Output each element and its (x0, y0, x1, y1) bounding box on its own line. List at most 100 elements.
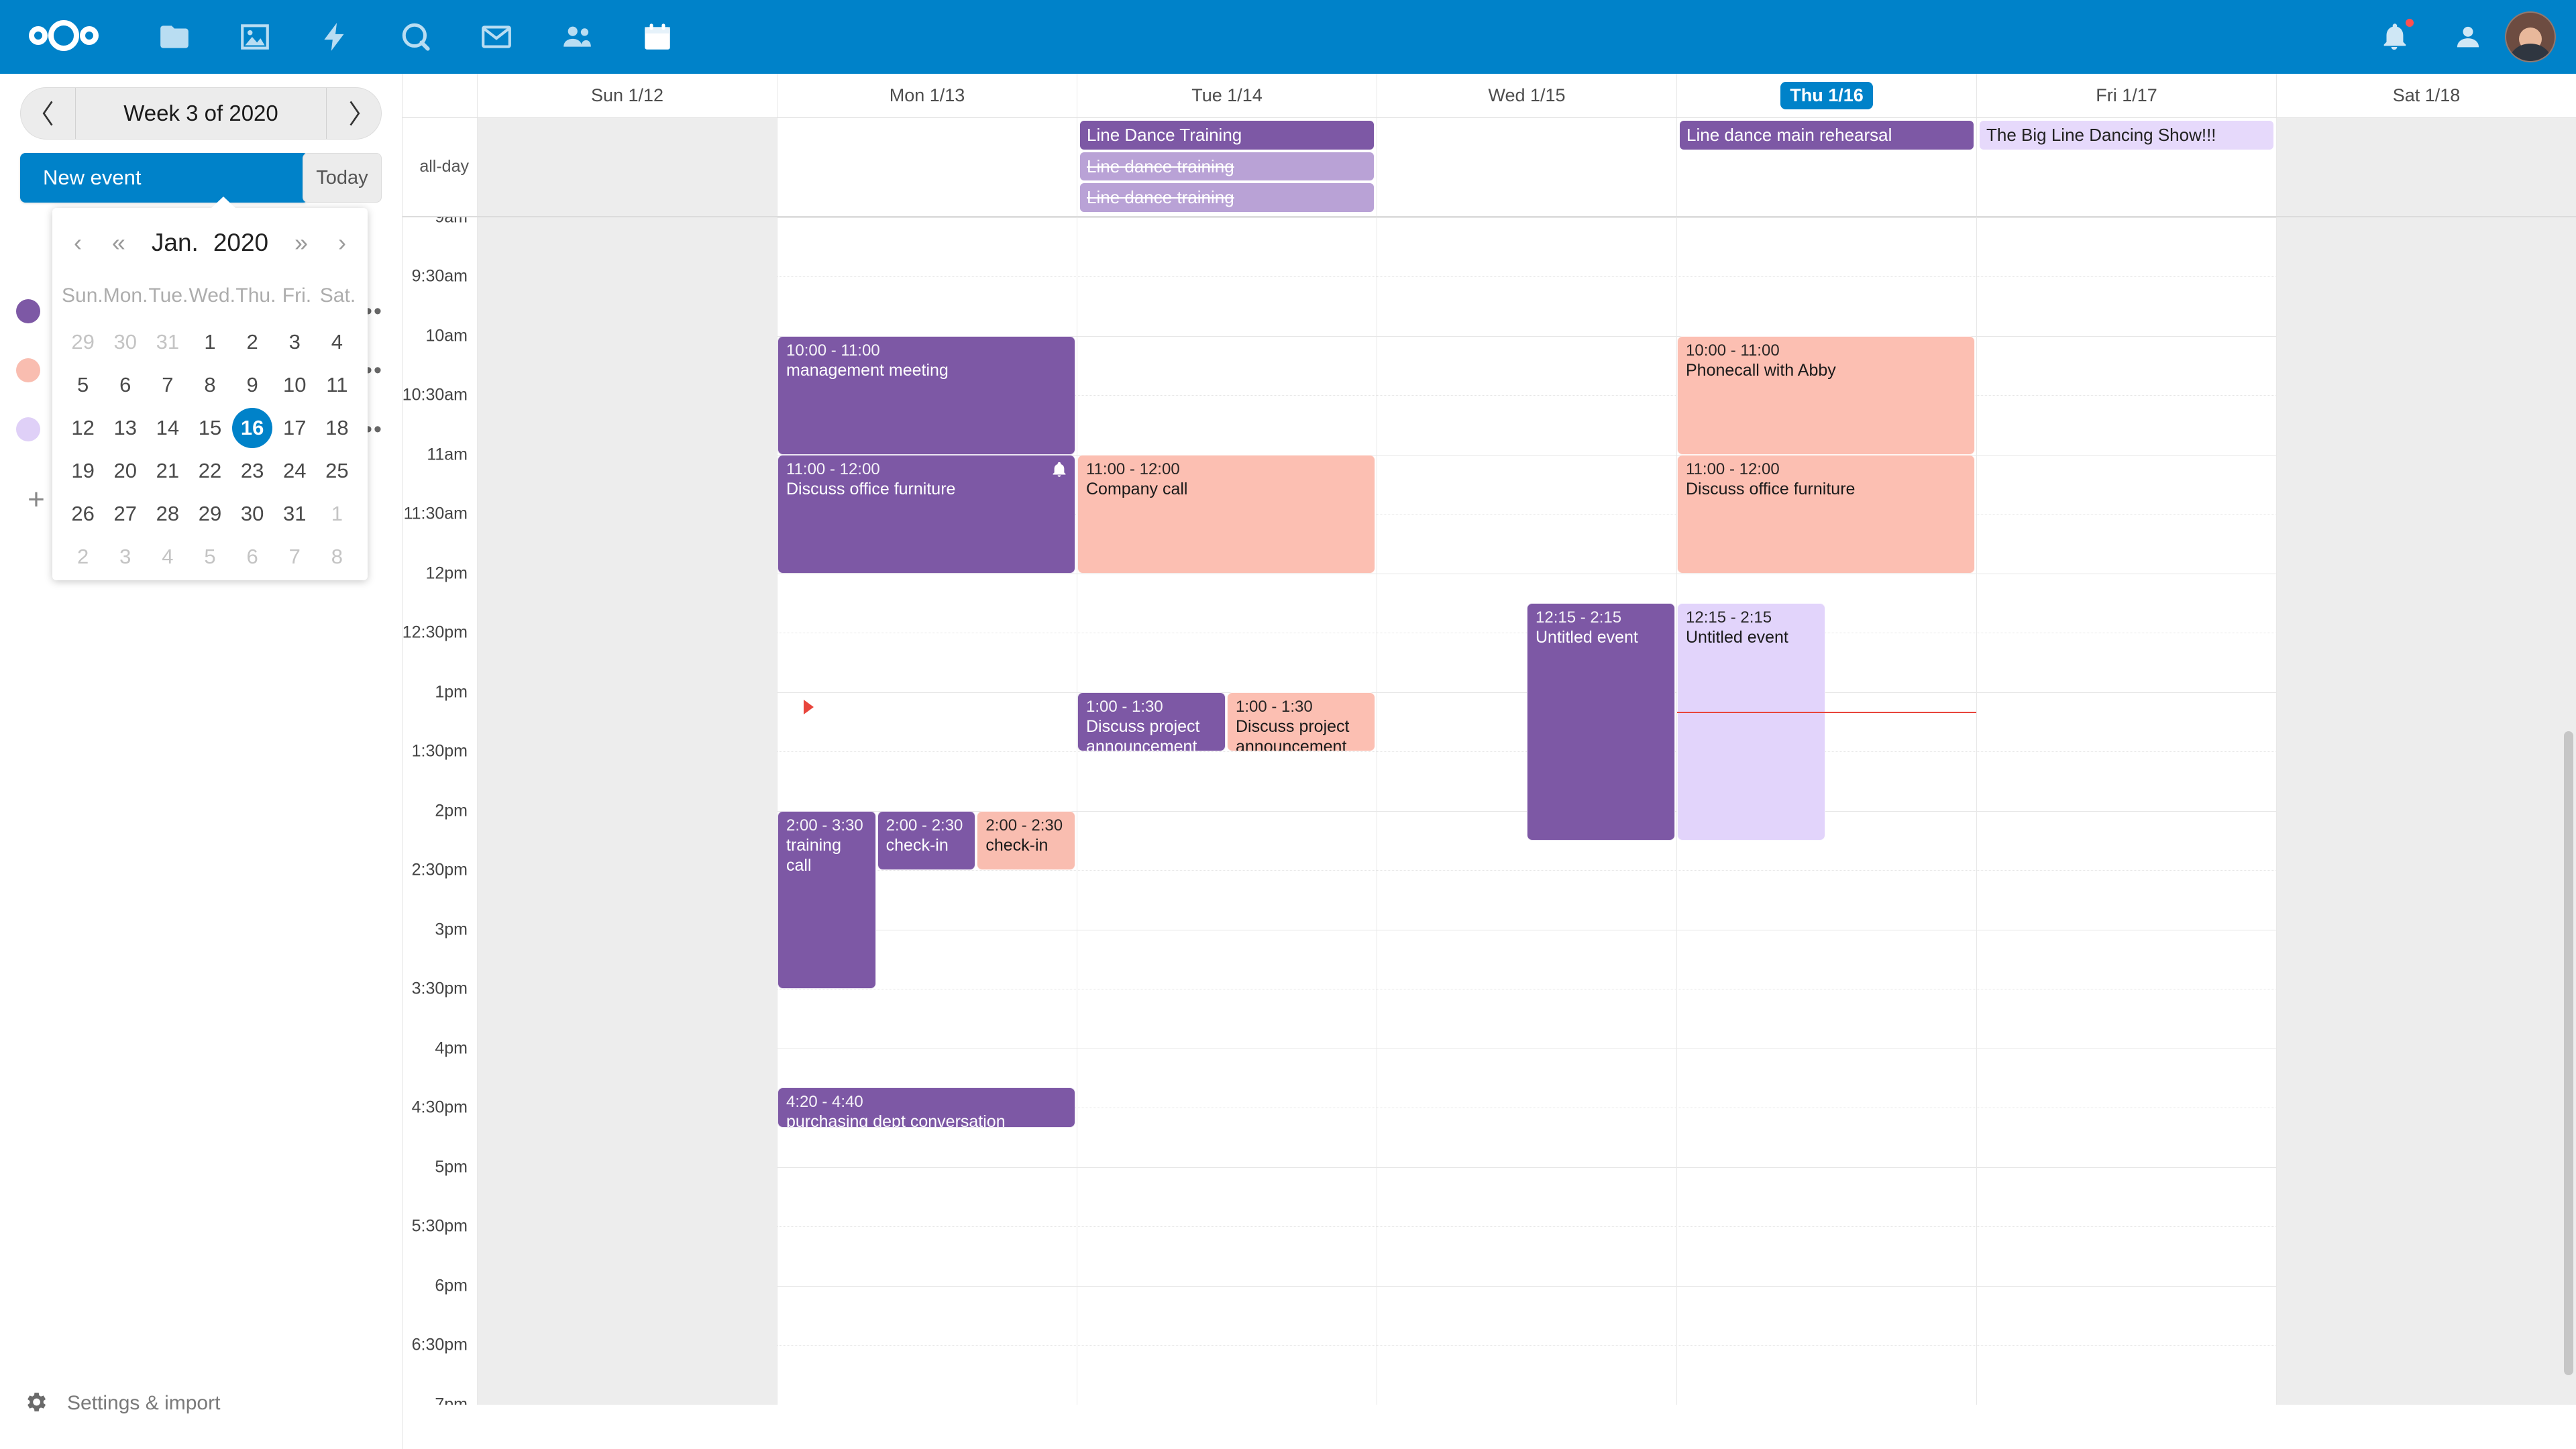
day-column-3[interactable]: 12:15 - 2:15 Untitled event (1377, 217, 1677, 1405)
next-week-button[interactable] (326, 88, 381, 139)
contacts-menu-icon[interactable] (2431, 0, 2505, 74)
datepicker-day[interactable]: 31 (274, 492, 316, 535)
calendar-event[interactable]: 1:00 - 1:30 Discuss project announcement (1077, 692, 1226, 751)
datepicker-day[interactable]: 28 (146, 492, 189, 535)
datepicker-day[interactable]: 4 (146, 535, 189, 578)
datepicker-day[interactable]: 14 (146, 407, 189, 449)
calendar-event[interactable]: 10:00 - 11:00 management meeting (777, 335, 1075, 455)
all-day-event[interactable]: Line dance main rehearsal (1680, 121, 1974, 150)
datepicker-day[interactable]: 1 (316, 492, 358, 535)
datepicker-next-month-icon[interactable]: › (338, 229, 346, 256)
calendar-event[interactable]: 11:00 - 12:00 Discuss office furniture (1677, 454, 1975, 574)
day-column-2[interactable]: 11:00 - 12:00 Company call 1:00 - 1:30 Disc… (1077, 217, 1377, 1405)
datepicker-day[interactable]: 23 (231, 449, 274, 492)
datepicker-day[interactable]: 29 (62, 321, 104, 364)
all-day-event[interactable]: The Big Line Dancing Show!!! (1980, 121, 2273, 150)
activity-icon[interactable] (295, 0, 376, 74)
datepicker-day[interactable]: 27 (104, 492, 146, 535)
datepicker-day[interactable]: 5 (62, 364, 104, 407)
day-column-1[interactable]: 10:00 - 11:00 management meeting 11:00 - 1… (777, 217, 1077, 1405)
calendar-event[interactable]: 2:00 - 2:30 check-in (877, 810, 976, 870)
datepicker-day[interactable]: 26 (62, 492, 104, 535)
datepicker-prev-year-icon[interactable]: « (111, 229, 125, 256)
day-column-0[interactable] (478, 217, 777, 1405)
datepicker-day[interactable]: 4 (316, 321, 358, 364)
calendar-event[interactable]: 11:00 - 12:00 Company call (1077, 454, 1375, 574)
datepicker-next-year-icon[interactable]: » (294, 229, 309, 256)
photos-icon[interactable] (215, 0, 295, 74)
calendar-event[interactable]: 10:00 - 11:00 Phonecall with Abby (1677, 335, 1975, 455)
all-day-cell-6[interactable] (2277, 118, 2576, 216)
datepicker-day[interactable]: 9 (231, 364, 274, 407)
datepicker-day[interactable]: 25 (316, 449, 358, 492)
all-day-cell-3[interactable] (1377, 118, 1677, 216)
notifications-icon[interactable] (2357, 0, 2431, 74)
mail-icon[interactable] (456, 0, 537, 74)
day-header-3[interactable]: Wed 1/15 (1377, 74, 1677, 117)
datepicker-day[interactable]: 8 (189, 364, 231, 407)
vertical-scrollbar[interactable] (2564, 731, 2573, 1375)
all-day-event[interactable]: Line dance training (1080, 152, 1374, 180)
datepicker-day[interactable]: 17 (274, 407, 316, 449)
datepicker-day[interactable]: 6 (231, 535, 274, 578)
contacts-icon[interactable] (537, 0, 617, 74)
datepicker-day[interactable]: 2 (62, 535, 104, 578)
datepicker-day[interactable]: 3 (274, 321, 316, 364)
datepicker-day[interactable]: 11 (316, 364, 358, 407)
calendar-event[interactable]: 1:00 - 1:30 Discuss project announcement (1227, 692, 1375, 751)
datepicker-day[interactable]: 15 (189, 407, 231, 449)
files-icon[interactable] (134, 0, 215, 74)
datepicker-day[interactable]: 30 (104, 321, 146, 364)
day-header-4[interactable]: Thu 1/16 (1677, 74, 1977, 117)
datepicker-day[interactable]: 5 (189, 535, 231, 578)
previous-week-button[interactable] (21, 88, 76, 139)
datepicker-day[interactable]: 16 (231, 407, 274, 449)
datepicker-day[interactable]: 31 (146, 321, 189, 364)
calendar-event[interactable]: 2:00 - 2:30 check-in (977, 810, 1075, 870)
datepicker-day[interactable]: 29 (189, 492, 231, 535)
week-title[interactable]: Week 3 of 2020 (123, 101, 278, 125)
datepicker-day[interactable]: 10 (274, 364, 316, 407)
calendar-event[interactable]: 12:15 - 2:15 Untitled event (1527, 602, 1675, 841)
datepicker-day[interactable]: 19 (62, 449, 104, 492)
datepicker-day[interactable]: 8 (316, 535, 358, 578)
all-day-cell-5[interactable]: The Big Line Dancing Show!!! (1977, 118, 2277, 216)
datepicker-year[interactable]: 2020 (213, 229, 269, 256)
day-column-5[interactable] (1977, 217, 2277, 1405)
all-day-cell-2[interactable]: Line Dance Training Line dance training Li… (1077, 118, 1377, 216)
day-header-1[interactable]: Mon 1/13 (777, 74, 1077, 117)
calendar-event[interactable]: 2:00 - 3:30 training call (777, 810, 876, 989)
datepicker-prev-month-icon[interactable]: ‹ (74, 229, 82, 256)
datepicker-day[interactable]: 18 (316, 407, 358, 449)
day-header-2[interactable]: Tue 1/14 (1077, 74, 1377, 117)
all-day-event[interactable]: Line Dance Training (1080, 121, 1374, 150)
datepicker-day[interactable]: 30 (231, 492, 274, 535)
datepicker-day[interactable]: 24 (274, 449, 316, 492)
datepicker-day[interactable]: 22 (189, 449, 231, 492)
new-event-button[interactable]: New event (20, 153, 309, 203)
datepicker-day[interactable]: 12 (62, 407, 104, 449)
all-day-cell-1[interactable] (777, 118, 1077, 216)
day-header-5[interactable]: Fri 1/17 (1977, 74, 2277, 117)
datepicker-day[interactable]: 2 (231, 321, 274, 364)
avatar[interactable] (2505, 11, 2556, 62)
calendar-icon[interactable] (617, 0, 698, 74)
datepicker-day[interactable]: 7 (274, 535, 316, 578)
datepicker-day[interactable]: 6 (104, 364, 146, 407)
datepicker-day[interactable]: 7 (146, 364, 189, 407)
datepicker-day[interactable]: 1 (189, 321, 231, 364)
day-header-6[interactable]: Sat 1/18 (2277, 74, 2576, 117)
calendar-event[interactable]: 12:15 - 2:15 Untitled event (1677, 602, 1825, 841)
datepicker-day[interactable]: 20 (104, 449, 146, 492)
search-app-icon[interactable] (376, 0, 456, 74)
day-column-4[interactable]: 12:15 - 2:15 Untitled event 10:00 - 11:00 P… (1677, 217, 1977, 1405)
datepicker-day[interactable]: 3 (104, 535, 146, 578)
settings-and-import-button[interactable]: Settings & import (0, 1377, 402, 1430)
datepicker-day[interactable]: 13 (104, 407, 146, 449)
datepicker-month[interactable]: Jan. (151, 229, 199, 256)
nextcloud-logo[interactable] (0, 19, 134, 54)
day-column-6[interactable] (2277, 217, 2576, 1405)
calendar-event[interactable]: 11:00 - 12:00 Discuss office furniture (777, 454, 1075, 574)
calendar-event[interactable]: 4:20 - 4:40 purchasing dept conversation (777, 1087, 1075, 1128)
all-day-cell-4[interactable]: Line dance main rehearsal (1677, 118, 1977, 216)
